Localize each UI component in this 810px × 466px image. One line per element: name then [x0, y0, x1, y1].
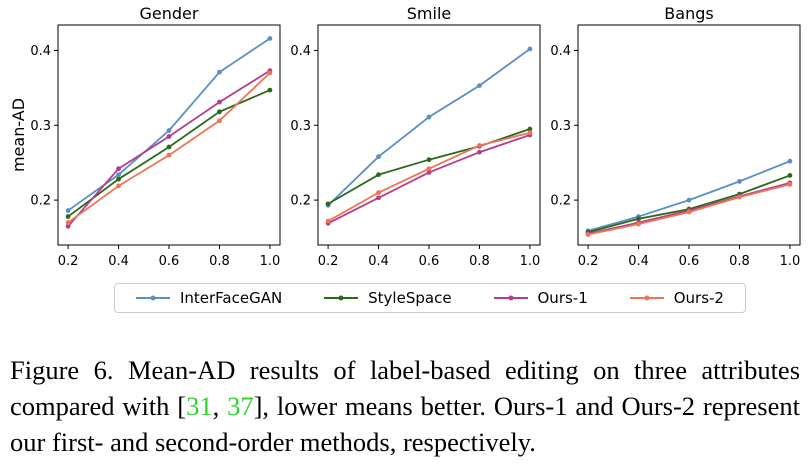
- chart-bangs-series-ours-2-point-1: [636, 221, 641, 227]
- citation-link-31[interactable]: 31: [186, 391, 213, 421]
- chart-gender-series-interfacegan-point-1: [116, 172, 121, 178]
- chart-bangs-series-interfacegan-line: [587, 160, 791, 232]
- legend-swatch-ours-1: [493, 295, 528, 301]
- chart-smile-xtick-label-3: 0.8: [469, 254, 490, 269]
- chart-gender-series-stylespace-point-2: [166, 144, 172, 150]
- legend-swatch-ours-2: [629, 295, 664, 301]
- legend-label-interfacegan: InterFaceGAN: [179, 289, 283, 307]
- chart-smile-series-interfacegan-point-2: [426, 114, 432, 120]
- chart-smile-xtick-label-1: 0.4: [368, 254, 389, 269]
- chart-gender-series-stylespace-point-4: [267, 87, 273, 93]
- chart-bangs-ytick-label-2: 0.4: [550, 44, 571, 59]
- chart-smile-ytick-label-1: 0.3: [290, 119, 311, 134]
- chart-gender-series-interfacegan-line: [67, 37, 271, 212]
- chart-gender-series-ours-2-point-3: [217, 118, 222, 124]
- chart-gender-xtick-label-1: 0.4: [108, 254, 129, 269]
- legend-item-interfacegan: InterFaceGAN: [135, 289, 283, 307]
- legend-item-ours-1: Ours-1: [493, 289, 588, 307]
- chart-bangs-series-ours-2-point-4: [787, 181, 793, 187]
- chart-bangs-xtick-label-4: 1.0: [780, 254, 801, 269]
- chart-smile-ytick-label-0: 0.2: [290, 194, 311, 209]
- chart-bangs-xtick-label-1: 0.4: [628, 254, 649, 269]
- chart-smile-series-stylespace-point-2: [426, 157, 432, 163]
- chart-smile-series-ours-2-point-4: [527, 130, 533, 136]
- figure-charts: Gender mean-AD 0.2 0.4 0.6 0.8 1.0 0.2 0.3 0.4 Smi…: [9, 4, 801, 269]
- chart-bangs-ytick-label-0: 0.2: [550, 194, 571, 209]
- chart-gender-series-stylespace-point-3: [217, 109, 222, 115]
- chart-gender-series-ours-2-point-4: [267, 70, 273, 76]
- chart-smile-series-ours-1-point-3: [477, 149, 482, 155]
- chart-gender-xtick-label-0: 0.2: [58, 254, 79, 269]
- chart-smile-xtick-label-4: 1.0: [520, 254, 541, 269]
- chart-gender-series-ours-1-point-3: [217, 99, 222, 105]
- caption-cite-separator: ,: [212, 391, 228, 421]
- chart-bangs-xtick-label-0: 0.2: [578, 254, 599, 269]
- figure-caption: Figure 6. Mean-AD results of label-based…: [10, 352, 800, 460]
- chart-bangs-series-ours-2-point-2: [686, 209, 692, 215]
- chart-gender-ylabel: mean-AD: [9, 98, 28, 172]
- chart-smile-xtick-label-2: 0.6: [419, 254, 440, 269]
- legend-label-ours-1: Ours-1: [537, 289, 588, 307]
- chart-gender-series-ours-2-point-2: [166, 152, 172, 158]
- chart-gender-series-ours-1-point-2: [166, 134, 172, 139]
- chart-bangs-series-stylespace-line: [587, 174, 791, 234]
- chart-bangs-series-stylespace-point-4: [787, 173, 793, 178]
- chart-smile-series-ours-2-point-2: [426, 166, 432, 172]
- chart-gender-ytick-label-0: 0.2: [30, 194, 51, 209]
- legend: InterFaceGAN StyleSpace Ours-1 Ours-2: [114, 283, 746, 313]
- chart-bangs-series-ours-2-point-0: [585, 232, 591, 237]
- legend-item-stylespace: StyleSpace: [324, 289, 452, 307]
- caption-text-after: ], lower means better. Ours-1 and Ours-2…: [10, 391, 800, 457]
- chart-smile-series-ours-2-point-0: [325, 218, 331, 224]
- chart-smile-xtick-label-0: 0.2: [318, 254, 339, 269]
- caption-text-before: Mean-AD results of label-based editing o…: [10, 355, 801, 421]
- chart-gender-xtick-label-3: 0.8: [209, 254, 230, 269]
- chart-smile-series-stylespace-point-1: [376, 172, 381, 178]
- chart-bangs-series-stylespace-point-1: [636, 216, 641, 222]
- legend-item-ours-2: Ours-2: [629, 289, 724, 307]
- chart-gender-title: Gender: [140, 4, 199, 23]
- chart-smile-series-ours-1-point-2: [426, 170, 432, 175]
- chart-gender-xtick-label-4: 1.0: [260, 254, 281, 269]
- chart-smile-series-ours-2-point-1: [376, 190, 381, 196]
- chart-smile-ytick-label-2: 0.4: [290, 44, 311, 59]
- chart-bangs-xtick-label-3: 0.8: [729, 254, 750, 269]
- chart-smile-series-ours-1-line: [327, 134, 531, 225]
- chart-smile-series-interfacegan-line: [327, 48, 531, 206]
- legend-label-stylespace: StyleSpace: [368, 289, 452, 307]
- chart-bangs-series-interfacegan-point-4: [787, 158, 793, 164]
- chart-gender-series-interfacegan-point-2: [166, 128, 172, 133]
- chart-smile-series-interfacegan-point-3: [477, 83, 482, 89]
- legend-swatch-interfacegan: [135, 295, 170, 301]
- chart-gender-series-stylespace-point-0: [65, 214, 71, 219]
- chart-gender-series-ours-1-point-1: [116, 166, 121, 172]
- chart-bangs-series-ours-2-point-3: [737, 194, 742, 200]
- chart-smile-series-interfacegan-point-4: [527, 46, 533, 52]
- chart-gender-series-interfacegan-point-3: [217, 69, 222, 75]
- chart-smile-series-interfacegan-point-1: [376, 154, 381, 160]
- chart-gender-series-ours-2-point-0: [65, 220, 71, 225]
- chart-bangs-series-interfacegan-point-3: [737, 178, 742, 184]
- chart-bangs-xtick-label-2: 0.6: [679, 254, 700, 269]
- chart-gender-series-stylespace-point-1: [116, 176, 121, 182]
- chart-bangs-ytick-label-1: 0.3: [550, 119, 571, 134]
- chart-bangs-title: Bangs: [664, 4, 713, 23]
- chart-gender-ytick-label-2: 0.4: [30, 44, 51, 59]
- chart-gender-series-ours-2-point-1: [116, 183, 121, 189]
- citation-link-37[interactable]: 37: [227, 391, 254, 421]
- chart-gender-series-interfacegan-point-0: [65, 208, 71, 213]
- chart-smile-series-stylespace-point-4: [527, 126, 533, 132]
- legend-label-ours-2: Ours-2: [673, 289, 724, 307]
- chart-smile-series-ours-2-point-3: [477, 143, 482, 148]
- caption-label: Figure 6.: [10, 355, 114, 385]
- chart-gender-series-interfacegan-point-4: [267, 36, 273, 41]
- chart-smile-series-ours-1-point-1: [376, 195, 381, 201]
- chart-gender-xtick-label-2: 0.6: [159, 254, 180, 269]
- chart-gender-series-ours-1-point-0: [65, 223, 71, 229]
- legend-swatch-stylespace: [324, 295, 359, 301]
- chart-bangs-series-interfacegan-point-2: [686, 197, 692, 203]
- chart-smile-series-stylespace-point-0: [325, 201, 331, 207]
- chart-gender-ytick-label-1: 0.3: [30, 119, 51, 134]
- chart-smile-title: Smile: [407, 4, 451, 23]
